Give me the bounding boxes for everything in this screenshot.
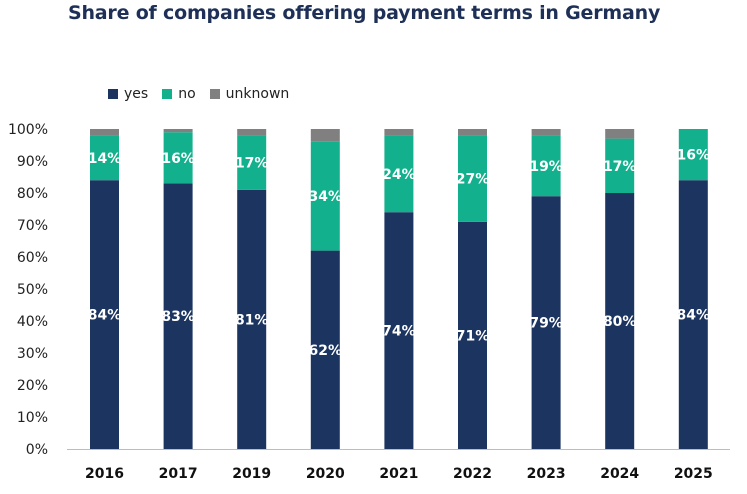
bar-segment-unknown xyxy=(458,129,487,136)
y-tick-label: 50% xyxy=(17,282,48,298)
legend-item-unknown: unknown xyxy=(209,86,290,102)
x-tick-label: 2022 xyxy=(453,466,492,482)
legend-item-yes: yes xyxy=(108,86,148,102)
data-label-no: 34% xyxy=(309,189,343,205)
x-tick-label: 2020 xyxy=(306,466,345,482)
legend-swatch-unknown xyxy=(209,89,220,99)
data-label-yes: 81% xyxy=(235,312,269,328)
bar-segment-yes xyxy=(237,189,267,450)
data-label-yes: 80% xyxy=(603,314,637,330)
bar-segment-yes xyxy=(310,250,340,449)
x-tick-label: 2019 xyxy=(232,466,271,482)
data-label-no: 19% xyxy=(529,159,563,175)
data-label-no: 16% xyxy=(677,148,711,164)
legend-swatch-no xyxy=(162,89,173,99)
data-label-no: 14% xyxy=(88,151,122,167)
data-label-yes: 71% xyxy=(456,328,490,344)
data-label-no: 16% xyxy=(161,151,195,167)
bar-segment-yes xyxy=(678,180,708,449)
legend-label-unknown: unknown xyxy=(225,86,290,102)
bar-segment-unknown xyxy=(605,129,635,139)
bar-segment-no xyxy=(384,135,414,213)
bar-segment-unknown xyxy=(310,129,340,142)
y-tick-label: 10% xyxy=(17,410,48,426)
data-label-no: 17% xyxy=(603,159,637,175)
y-tick-label: 80% xyxy=(17,186,48,202)
bar-segment-no xyxy=(163,132,193,184)
legend-label-no: no xyxy=(178,86,196,102)
y-tick-label: 30% xyxy=(17,346,48,362)
legend-item-no: no xyxy=(162,86,196,102)
y-tick-label: 0% xyxy=(26,442,48,458)
x-tick-label: 2021 xyxy=(379,466,418,482)
y-tick-label: 20% xyxy=(17,378,48,394)
bar-segment-no xyxy=(531,135,561,197)
bar-segment-no xyxy=(90,135,119,181)
bar-segment-yes xyxy=(90,180,119,449)
legend-swatch-yes xyxy=(108,89,118,99)
bar-segment-yes xyxy=(384,212,414,449)
x-tick-label: 2016 xyxy=(85,466,124,482)
bar-segment-no xyxy=(237,135,267,190)
y-tick-label: 70% xyxy=(17,218,48,234)
bar-segment-unknown xyxy=(163,129,193,133)
bar-segment-unknown xyxy=(237,129,267,136)
bar-segment-no xyxy=(310,141,340,251)
y-tick-label: 40% xyxy=(17,314,48,330)
y-tick-label: 90% xyxy=(17,154,48,170)
data-label-yes: 83% xyxy=(161,309,195,325)
y-tick-label: 100% xyxy=(8,122,48,138)
x-tick-label: 2024 xyxy=(600,466,639,482)
data-label-no: 17% xyxy=(235,156,269,172)
data-label-yes: 62% xyxy=(309,343,343,359)
bar-segment-no xyxy=(605,138,635,193)
bar-segment-unknown xyxy=(531,129,561,136)
bar-segment-no xyxy=(678,129,708,181)
data-label-yes: 84% xyxy=(677,308,711,324)
data-label-yes: 74% xyxy=(382,324,416,340)
chart-title: Share of companies offering payment term… xyxy=(68,2,661,24)
chart-legend: yes no unknown xyxy=(108,86,303,102)
x-tick-label: 2023 xyxy=(527,466,566,482)
data-label-yes: 79% xyxy=(529,316,563,332)
x-tick-label: 2025 xyxy=(674,466,713,482)
bar-segment-yes xyxy=(458,221,487,449)
data-label-no: 24% xyxy=(382,167,416,183)
bar-segment-no xyxy=(458,135,487,222)
bar-segment-unknown xyxy=(384,129,414,136)
legend-label-yes: yes xyxy=(124,86,149,102)
bar-segment-unknown xyxy=(90,129,119,136)
x-tick-label: 2017 xyxy=(159,466,198,482)
data-label-no: 27% xyxy=(456,172,490,188)
y-tick-label: 60% xyxy=(17,250,48,266)
bar-segment-yes xyxy=(163,183,193,449)
bar-segment-yes xyxy=(605,193,635,449)
bar-segment-yes xyxy=(531,196,561,449)
data-label-yes: 84% xyxy=(88,308,122,324)
